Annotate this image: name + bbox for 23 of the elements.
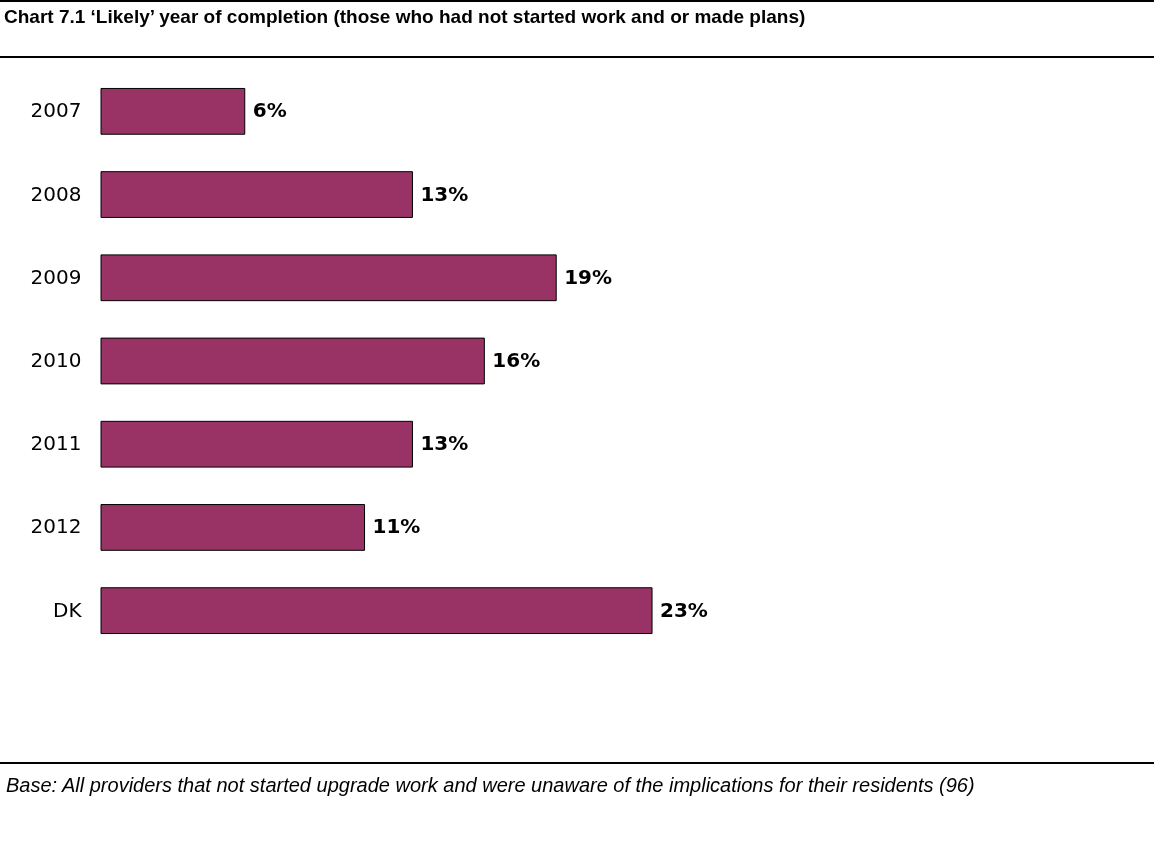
y-tick-label: 2009: [30, 264, 82, 289]
bar: [100, 587, 653, 635]
text: Base: All providers that not started upgrade work and were unaware of the implications for their residents (96): [0, 762, 1154, 807]
data-label: 19%: [564, 264, 613, 289]
data-label: 6%: [252, 98, 287, 123]
y-tick-label: 2011: [30, 431, 82, 456]
y-tick-label: 2007: [30, 98, 82, 123]
chart-title: Chart 7.1 ‘Likely’ year of completion (those who had not started work and or made plans): [0, 0, 1154, 58]
data-label: 16%: [492, 348, 541, 372]
data-label: 23%: [660, 597, 708, 622]
y-tick-label: 2010: [30, 348, 82, 372]
bar: [100, 254, 557, 302]
bar: [100, 420, 413, 468]
data-label: 11%: [372, 514, 421, 539]
y-tick-label: 2012: [30, 514, 82, 539]
bar: [100, 171, 413, 218]
data-label: 13%: [420, 431, 469, 456]
y-tick-label: DK: [52, 597, 83, 622]
y-tick-label: 2008: [30, 181, 82, 206]
bar: [100, 337, 485, 385]
data-label: 13%: [420, 181, 469, 206]
bar: [100, 87, 246, 135]
bar: [100, 504, 366, 551]
